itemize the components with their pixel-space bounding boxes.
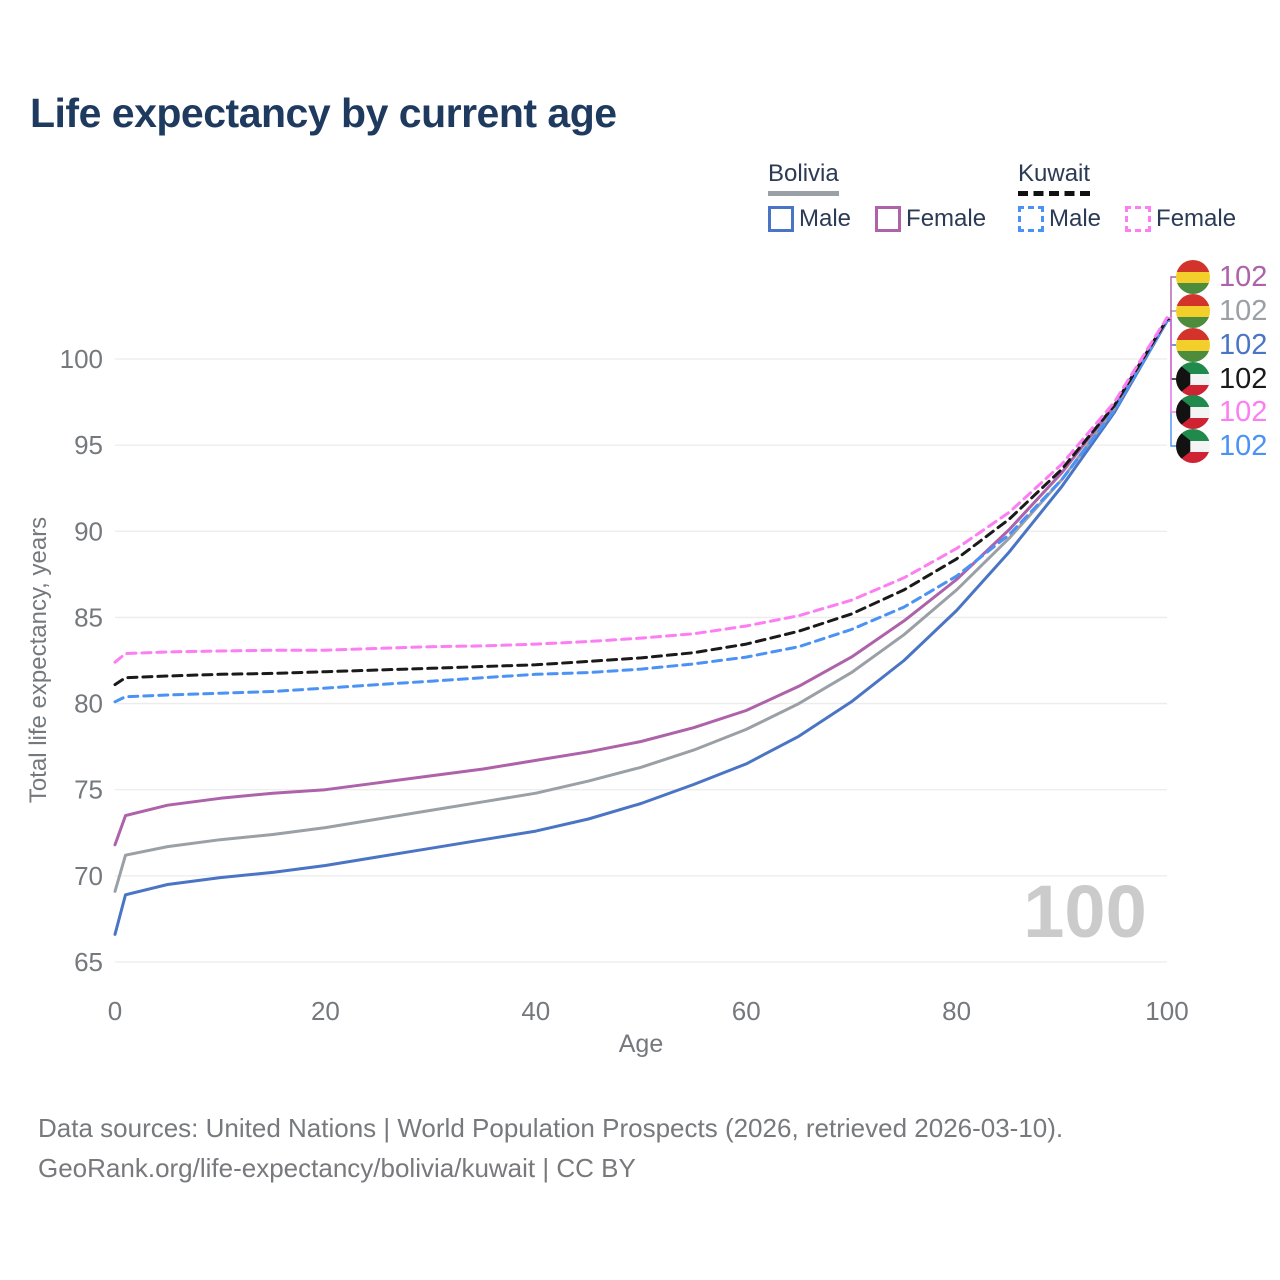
legend-country-bolivia[interactable]: Bolivia [768, 160, 839, 196]
endpoint-row-kuwait_male: 102 [1176, 429, 1267, 463]
endpoint-value-bolivia_avg: 102 [1219, 294, 1268, 327]
footer-attribution: GeoRank.org/life-expectancy/bolivia/kuwa… [38, 1153, 636, 1183]
y-tick-label-95: 95 [74, 430, 103, 460]
legend-country-kuwait[interactable]: Kuwait [1018, 160, 1091, 196]
y-tick-label-80: 80 [74, 689, 103, 719]
chart-footer: Data sources: United Nations | World Pop… [38, 1108, 1063, 1188]
kuwait-flag-icon [1176, 429, 1210, 463]
series-line-bolivia_male[interactable] [113, 319, 1169, 936]
legend-label-kuwait-male[interactable]: Male [1049, 205, 1102, 232]
endpoint-row-bolivia_male: 102 [1176, 328, 1267, 362]
legend-swatch-kuwait-male[interactable] [1018, 206, 1044, 232]
x-axis-title: Age [619, 1030, 663, 1058]
x-tick-label-100: 100 [1145, 996, 1188, 1026]
leader-line-bolivia_female [1167, 276, 1176, 321]
bolivia-flag-icon [1176, 294, 1210, 328]
x-tick-label-80: 80 [942, 996, 971, 1026]
kuwait-flag-icon [1176, 395, 1210, 429]
endpoint-row-bolivia_avg: 102 [1176, 294, 1267, 328]
endpoint-value-kuwait_avg: 102 [1219, 362, 1268, 395]
y-tick-label-90: 90 [74, 516, 103, 546]
endpoint-value-bolivia_female: 102 [1219, 260, 1268, 293]
legend-label-bolivia-female[interactable]: Female [906, 205, 987, 232]
bolivia-flag-icon [1176, 260, 1210, 294]
endpoint-row-kuwait_avg: 102 [1176, 362, 1267, 396]
y-axis-title: Total life expectancy, years [25, 517, 52, 803]
legend-group-kuwait: Kuwait Male Female [1018, 160, 1236, 233]
series-line-kuwait_female[interactable] [113, 316, 1169, 664]
bolivia-flag-icon [1176, 328, 1210, 362]
y-tick-label-100: 100 [60, 344, 103, 374]
footer-data-sources: Data sources: United Nations | World Pop… [38, 1113, 1064, 1143]
legend-label-kuwait-female[interactable]: Female [1156, 205, 1237, 232]
legend-swatch-bolivia-female[interactable] [875, 206, 902, 232]
y-tick-label-65: 65 [74, 947, 103, 977]
x-tick-label-40: 40 [521, 996, 550, 1026]
endpoint-row-kuwait_female: 102 [1176, 395, 1267, 429]
series-line-bolivia_avg[interactable] [113, 318, 1169, 893]
y-tick-label-75: 75 [74, 775, 103, 805]
endpoint-row-bolivia_female: 102 [1176, 260, 1267, 294]
endpoint-value-kuwait_male: 102 [1219, 429, 1268, 462]
legend-swatch-bolivia-male[interactable] [768, 206, 794, 232]
age-watermark: 100 [1023, 870, 1146, 953]
x-tick-label-0: 0 [108, 996, 122, 1026]
endpoint-value-kuwait_female: 102 [1219, 395, 1268, 428]
legend-swatch-kuwait-female[interactable] [1125, 206, 1152, 232]
leader-line-kuwait_female [1167, 317, 1176, 413]
legend-label-bolivia-male[interactable]: Male [799, 205, 852, 232]
series-line-kuwait_male[interactable] [113, 319, 1169, 704]
y-tick-label-85: 85 [74, 602, 103, 632]
x-tick-label-20: 20 [311, 996, 340, 1026]
x-tick-label-60: 60 [732, 996, 761, 1026]
legend-group-bolivia: Bolivia Male Female [768, 160, 986, 233]
page-title: Life expectancy by current age [30, 90, 617, 136]
endpoint-value-bolivia_male: 102 [1219, 328, 1268, 361]
kuwait-flag-icon [1176, 362, 1210, 396]
y-tick-label-70: 70 [74, 861, 103, 891]
series-line-kuwait_avg[interactable] [113, 317, 1169, 687]
